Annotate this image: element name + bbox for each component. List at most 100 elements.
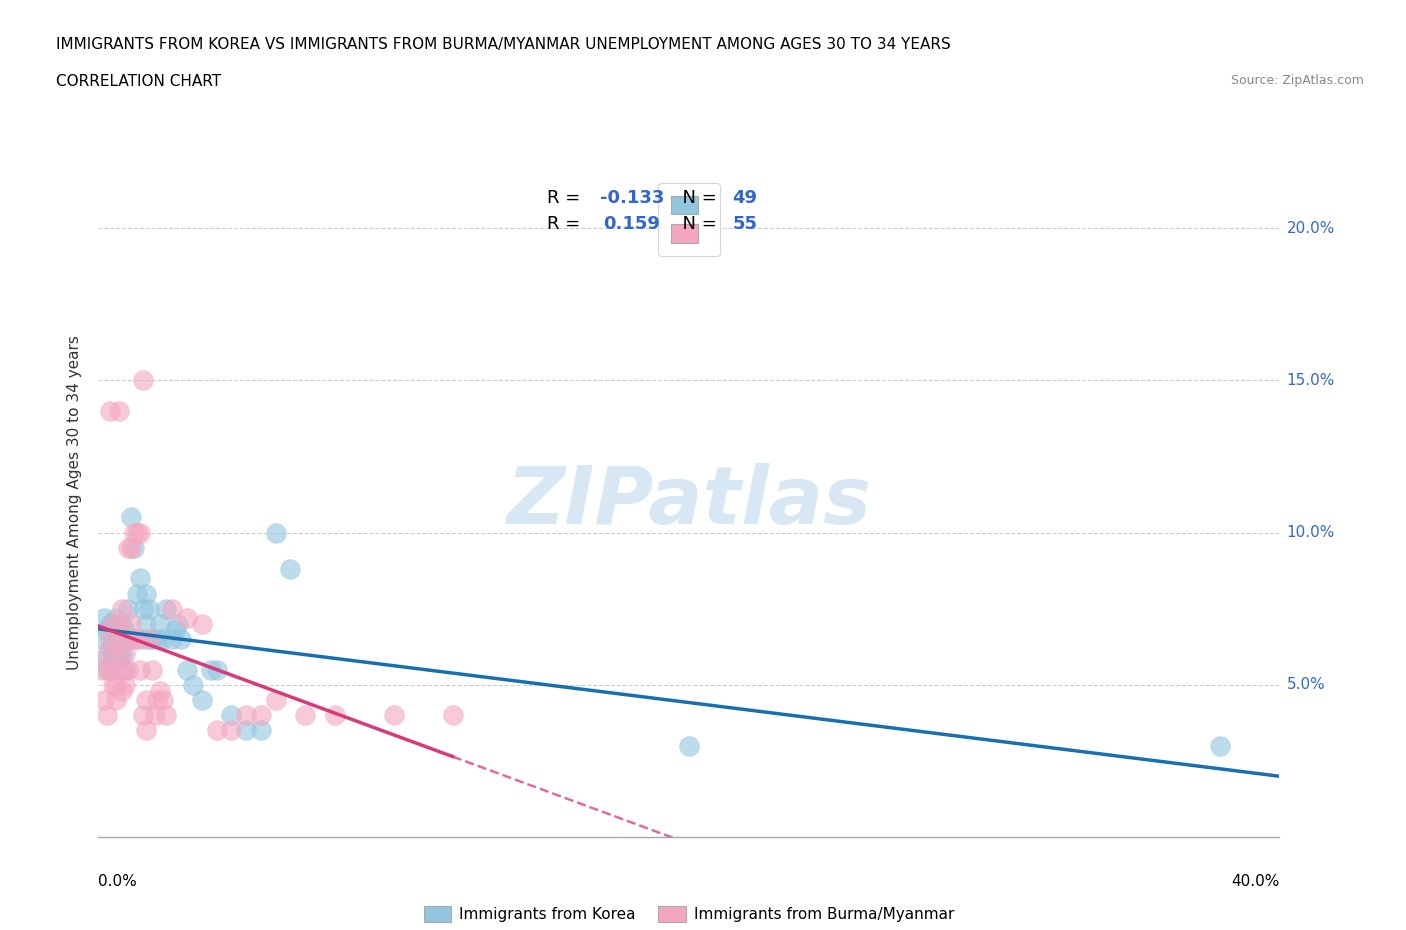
Point bbox=[122, 540, 145, 555]
Point bbox=[125, 631, 148, 646]
Point bbox=[122, 631, 145, 646]
Point bbox=[93, 693, 115, 708]
Point bbox=[152, 693, 174, 708]
Point bbox=[117, 631, 139, 646]
Text: 5.0%: 5.0% bbox=[1286, 677, 1326, 692]
Point bbox=[191, 693, 214, 708]
Point bbox=[205, 662, 228, 677]
Point bbox=[98, 404, 121, 418]
Point bbox=[98, 617, 121, 631]
Point bbox=[149, 617, 172, 631]
Point bbox=[103, 677, 125, 692]
Point bbox=[117, 602, 139, 617]
Point bbox=[152, 631, 174, 646]
Point bbox=[103, 653, 125, 668]
Point bbox=[141, 662, 163, 677]
Text: R =: R = bbox=[547, 189, 586, 206]
Point bbox=[111, 617, 134, 631]
Point bbox=[678, 738, 700, 753]
Text: R =: R = bbox=[547, 216, 592, 233]
Point bbox=[181, 677, 204, 692]
Text: -0.133: -0.133 bbox=[600, 189, 665, 206]
Point bbox=[103, 647, 125, 662]
Point bbox=[149, 684, 172, 698]
Point bbox=[111, 647, 134, 662]
Point bbox=[128, 571, 150, 586]
Point bbox=[98, 641, 121, 656]
Point bbox=[114, 622, 136, 637]
Point bbox=[165, 622, 187, 637]
Point bbox=[105, 610, 128, 625]
Text: N =: N = bbox=[671, 189, 723, 206]
Point bbox=[128, 525, 150, 540]
Text: 49: 49 bbox=[733, 189, 758, 206]
Point bbox=[128, 662, 150, 677]
Point bbox=[162, 631, 183, 646]
Point bbox=[105, 647, 128, 662]
Point bbox=[141, 631, 163, 646]
Text: 0.0%: 0.0% bbox=[98, 874, 138, 889]
Point bbox=[1209, 738, 1232, 753]
Text: 55: 55 bbox=[733, 216, 758, 233]
Point bbox=[111, 662, 134, 677]
Point bbox=[170, 631, 193, 646]
Point bbox=[135, 617, 157, 631]
Point bbox=[120, 510, 142, 525]
Point bbox=[117, 540, 139, 555]
Point bbox=[235, 708, 257, 723]
Point bbox=[132, 708, 155, 723]
Point bbox=[96, 647, 118, 662]
Point bbox=[138, 602, 160, 617]
Point bbox=[132, 602, 155, 617]
Point bbox=[235, 723, 257, 737]
Text: IMMIGRANTS FROM KOREA VS IMMIGRANTS FROM BURMA/MYANMAR UNEMPLOYMENT AMONG AGES 3: IMMIGRANTS FROM KOREA VS IMMIGRANTS FROM… bbox=[56, 37, 950, 52]
Point bbox=[143, 708, 166, 723]
Point bbox=[105, 677, 128, 692]
Point bbox=[108, 404, 131, 418]
Point bbox=[323, 708, 346, 723]
Point bbox=[167, 617, 190, 631]
Point bbox=[441, 708, 464, 723]
Point bbox=[200, 662, 222, 677]
Point bbox=[96, 622, 118, 637]
Point bbox=[176, 610, 198, 625]
Point bbox=[111, 602, 134, 617]
Point bbox=[120, 617, 142, 631]
Text: Source: ZipAtlas.com: Source: ZipAtlas.com bbox=[1230, 74, 1364, 87]
Point bbox=[96, 708, 118, 723]
Point bbox=[132, 373, 155, 388]
Point bbox=[264, 525, 287, 540]
Legend: Immigrants from Korea, Immigrants from Burma/Myanmar: Immigrants from Korea, Immigrants from B… bbox=[416, 898, 962, 929]
Text: 15.0%: 15.0% bbox=[1286, 373, 1334, 388]
Point bbox=[108, 647, 131, 662]
Point bbox=[108, 653, 131, 668]
Point bbox=[103, 617, 125, 631]
Text: 20.0%: 20.0% bbox=[1286, 220, 1334, 236]
Point bbox=[103, 662, 125, 677]
Point bbox=[98, 631, 121, 646]
Point bbox=[93, 610, 115, 625]
Point bbox=[114, 662, 136, 677]
Point bbox=[132, 631, 155, 646]
Point bbox=[111, 684, 134, 698]
Point bbox=[105, 693, 128, 708]
Point bbox=[250, 723, 273, 737]
Point bbox=[93, 653, 115, 668]
Point bbox=[176, 662, 198, 677]
Point bbox=[191, 617, 214, 631]
Text: 0.159: 0.159 bbox=[603, 216, 659, 233]
Point bbox=[122, 525, 145, 540]
Point bbox=[114, 677, 136, 692]
Point bbox=[120, 540, 142, 555]
Point bbox=[125, 586, 148, 601]
Text: N =: N = bbox=[671, 216, 723, 233]
Point bbox=[278, 562, 302, 577]
Point bbox=[108, 617, 131, 631]
Point bbox=[117, 631, 139, 646]
Point bbox=[264, 693, 287, 708]
Point bbox=[205, 723, 228, 737]
Point bbox=[138, 631, 160, 646]
Text: ZIPatlas: ZIPatlas bbox=[506, 463, 872, 541]
Point bbox=[108, 631, 131, 646]
Text: CORRELATION CHART: CORRELATION CHART bbox=[56, 74, 221, 89]
